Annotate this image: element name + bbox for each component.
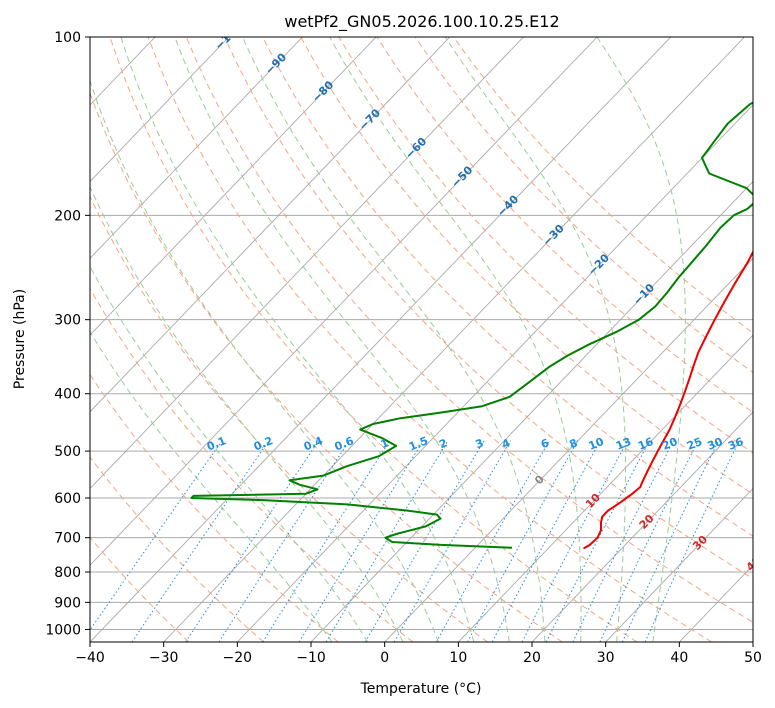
y-tick-label: 400 [54,387,81,403]
grid-lines [0,37,753,642]
x-tick-label: −30 [149,650,179,666]
moist-adiabat-line [120,37,475,642]
temperature-profile-line [583,249,753,550]
mixing-ratio-line [467,440,579,642]
mixing-ratio-line [521,440,628,642]
moist-adiabat-line [174,37,510,642]
y-tick-label: 700 [54,531,81,547]
y-tick-label: 900 [54,595,81,611]
mixing-ratio-label: 4 [500,436,512,451]
x-axis-label: Temperature (°C) [360,681,482,697]
mixing-ratio-line [435,440,550,642]
mixing-ratio-line [90,440,223,631]
isotherm-line [163,37,745,642]
mixing-ratio-label: 20 [660,435,679,453]
mixing-ratio-label: 1 [379,436,391,451]
mixing-ratio-label: 36 [726,435,745,453]
isotherm-line [90,37,303,259]
mixing-ratio-label: 25 [685,435,704,453]
mixing-ratio-line [491,440,601,642]
mixing-ratio-line [572,440,675,642]
dry-adiabat-line [90,195,488,642]
y-tick-label: 1000 [45,622,81,638]
mixing-ratio-label: 13 [614,435,633,453]
isotherm-line [458,334,753,642]
isotherm-line [90,37,451,413]
y-tick-label: 300 [54,313,81,329]
mixing-ratio-line [599,440,699,642]
moist-adiabat-line [596,37,686,642]
isotherm-line [605,487,753,642]
x-tick-label: 50 [744,650,762,666]
isotherm-line [90,37,524,490]
isotherm-line [90,37,377,336]
isotherm-label: 40 [744,554,764,574]
isotherm-line [384,257,753,642]
mixing-ratio-label: 10 [587,435,606,453]
isotherm-line [531,411,753,642]
mixing-ratio-line [364,440,485,642]
isotherm-line [679,564,753,642]
mixing-ratio-line [218,440,350,642]
y-axis-label: Pressure (hPa) [12,289,28,389]
x-tick-label: −10 [296,650,326,666]
dewpoint-profile-line [190,101,753,549]
moist-adiabat-line [90,330,333,642]
mixing-ratio-label: 6 [539,436,551,451]
y-tick-label: 500 [54,444,81,460]
dry-adiabat-line [90,91,563,642]
dry-adiabat-line [414,37,753,374]
y-tick-label: 800 [54,565,81,581]
isotherm-line [237,104,753,642]
x-tick-label: 20 [523,650,541,666]
mixing-ratio-label: 16 [636,435,655,453]
mixing-ratio-line [131,440,270,642]
mixing-ratio-line [262,440,391,642]
y-tick-label: 200 [54,208,81,224]
isotherm-line [90,37,230,183]
plot-frame [89,36,754,643]
y-tick-label: 600 [54,491,81,507]
x-tick-label: 40 [670,650,688,666]
mixing-ratio-label: 8 [568,436,580,451]
mixing-ratio-label: 30 [706,435,725,453]
mixing-ratio-line [393,440,512,642]
moist-adiabat-line [90,265,369,642]
dry-adiabat-line [376,37,753,413]
mixing-ratio-label: 3 [474,436,486,451]
x-tick-label: 30 [597,650,615,666]
dry-adiabat-line [338,37,753,454]
moist-adiabat-line [444,37,627,642]
axis-ticks: −40 −30 −20 −10 0 10 20 30 40 5010020030040050060… [45,30,762,666]
isotherm-line [90,37,672,642]
moist-adiabat-line [329,37,582,642]
mixing-ratio-line [644,440,740,642]
x-tick-label: 10 [449,650,467,666]
mixing-ratio-label: 0.4 [302,434,325,453]
isotherm-line [0,37,8,642]
x-tick-label: 0 [380,650,389,666]
dry-adiabat-line [90,456,264,642]
mixing-ratio-label: 2 [437,436,449,451]
mixing-ratio-line [298,440,424,642]
dry-adiabat-line [109,37,638,642]
mixing-ratio-line [325,440,449,642]
dry-adiabat-line [452,37,753,334]
dry-adiabat-line [185,37,753,623]
chart-title: wetPf2_GN05.2026.100.10.25.E12 [284,12,559,32]
isotherm-line [752,641,753,642]
dry-adiabat-line [147,37,712,642]
moist-adiabat-line [90,79,439,642]
isotherm-line [90,37,598,566]
moist-adiabat-line [242,37,546,642]
x-tick-label: −20 [223,650,253,666]
series-lines [190,101,753,550]
dry-adiabat-line [90,287,414,642]
y-tick-label: 100 [54,30,81,46]
mixing-ratio-line [185,440,320,642]
x-tick-label: −40 [75,650,105,666]
